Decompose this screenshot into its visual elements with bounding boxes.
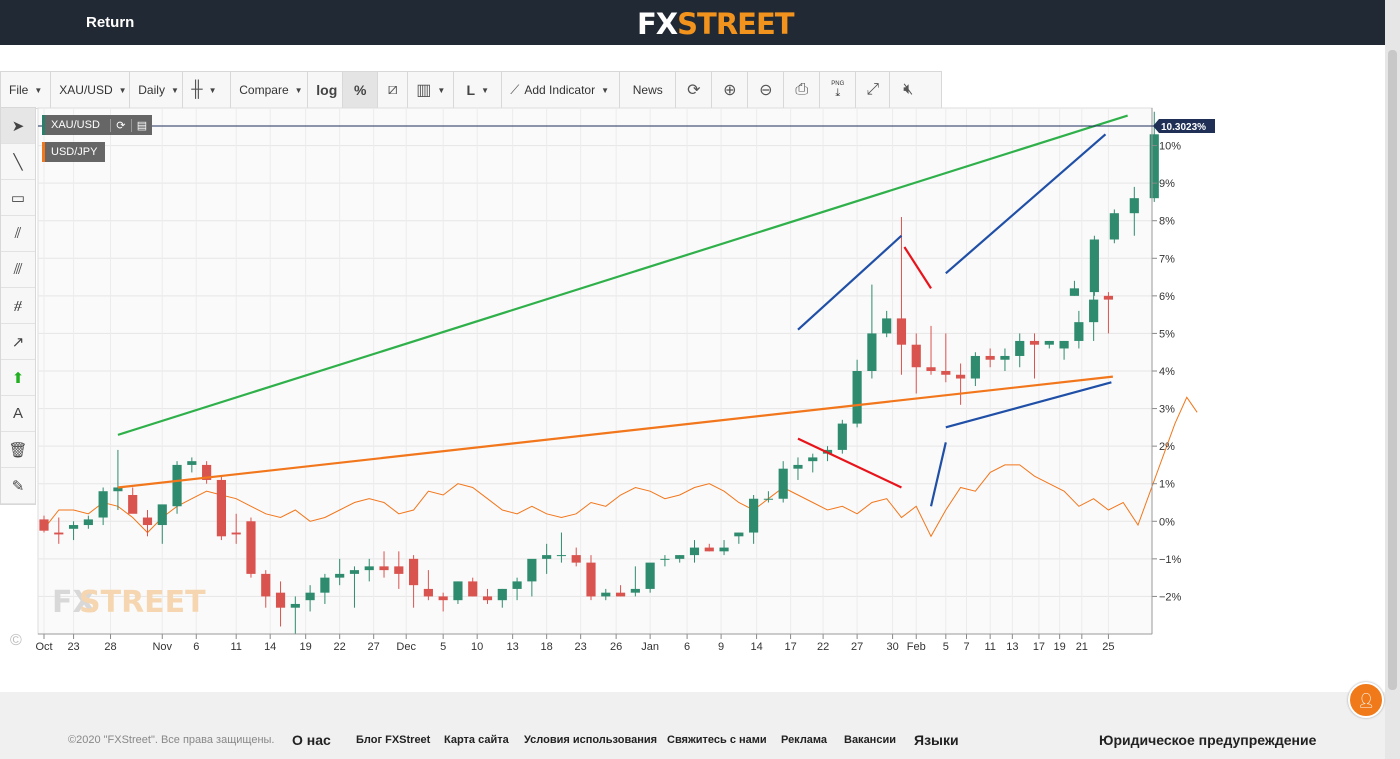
symbol-select[interactable]: XAU/USD ▼: [51, 72, 131, 108]
mute-button[interactable]: 🔇︎: [890, 72, 926, 108]
arrow-line-icon: ↗: [11, 333, 25, 351]
footer-languages[interactable]: Языки: [914, 732, 959, 748]
fxstreet-logo[interactable]: FXSTREET: [637, 7, 795, 41]
percent-scale-button[interactable]: %: [343, 72, 379, 108]
zoom-in-icon: ⊕: [723, 82, 737, 99]
footer-ads[interactable]: Реклама: [781, 734, 828, 746]
png-export-button[interactable]: PNG ⤓: [820, 72, 857, 108]
chart-widget: File ▼ XAU/USD ▼ Daily ▼ ╫ ▼ Compare ▼ log % …: [0, 45, 1385, 692]
chart-type-button[interactable]: ╫ ▼: [183, 72, 232, 108]
refresh-icon: ⟳: [687, 82, 701, 99]
indicator-icon: ⟋: [510, 82, 520, 97]
chevron-down-icon: ▼: [437, 85, 446, 95]
chevron-down-icon: ▼: [481, 85, 489, 95]
chevron-down-icon: ▼: [208, 85, 217, 95]
candlestick-icon: ╫: [191, 81, 203, 98]
refresh-button[interactable]: ⟳: [676, 72, 713, 108]
chevron-down-icon: ▼: [294, 85, 303, 95]
zoom-out-button[interactable]: ⊖: [748, 72, 785, 108]
ruler-icon: ✎: [11, 477, 25, 495]
text-tool[interactable]: A: [1, 396, 35, 432]
rectangle-tool[interactable]: ▭: [1, 180, 35, 216]
chart-toolbar: File ▼ XAU/USD ▼ Daily ▼ ╫ ▼ Compare ▼ log % …: [0, 71, 942, 109]
line-icon: ╲: [13, 153, 23, 171]
print-button[interactable]: ⎙: [784, 72, 821, 108]
fibonacci-tool[interactable]: ⧣: [1, 288, 35, 324]
page-scrollbar[interactable]: [1385, 0, 1400, 759]
page-footer: ©2020 "FXStreet". Все права защищены. О …: [0, 692, 1385, 759]
footer-contact[interactable]: Свяжитесь с нами: [667, 734, 767, 746]
fullscreen-button[interactable]: ⤢: [856, 72, 891, 108]
channel-icon: ⫻: [13, 261, 23, 278]
download-icon: ⤓: [835, 86, 841, 99]
add-indicator-menu[interactable]: ⟋ Add Indicator ▼: [502, 72, 621, 108]
footer-sitemap[interactable]: Карта сайта: [444, 734, 509, 746]
delete-tool[interactable]: 🗑︎: [1, 432, 35, 468]
trash-icon: 🗑︎: [8, 441, 28, 459]
zoom-out-icon: ⊖: [759, 82, 773, 99]
fibonacci-icon: ⧣: [13, 297, 23, 314]
settings-icon[interactable]: ▤: [130, 118, 152, 132]
refresh-icon[interactable]: ⟳: [109, 118, 131, 132]
line-tool[interactable]: ╲: [1, 144, 35, 180]
chat-user-icon: 👤︎: [1357, 691, 1375, 708]
log-scale-button[interactable]: log: [308, 72, 344, 108]
footer-blog[interactable]: Блог FXStreet: [356, 734, 431, 746]
pitchfork-tool[interactable]: ⫽: [1, 216, 35, 252]
chat-button[interactable]: 👤︎: [1348, 682, 1384, 718]
text-icon: A: [12, 405, 23, 422]
footer-jobs[interactable]: Вакансии: [844, 734, 896, 746]
drawing-tools-button[interactable]: ⧄: [378, 72, 409, 108]
expand-icon: ⤢: [866, 81, 880, 98]
drawing-toolbar: ➤ ╲ ▭ ⫽ ⫻ ⧣ ↗ ⬆ A 🗑︎ ✎: [0, 107, 36, 505]
line-type-button[interactable]: L ▼: [454, 72, 503, 108]
chart-draw-icon: ⧄: [387, 81, 398, 98]
volume-bars-icon: ▥: [416, 82, 432, 99]
chevron-down-icon: ▼: [170, 85, 179, 95]
printer-icon: ⎙: [795, 81, 809, 98]
legend-primary[interactable]: XAU/USD ⟳ ▤: [42, 115, 152, 135]
channel-tool[interactable]: ⫻: [1, 252, 35, 288]
measure-tool[interactable]: ✎: [1, 468, 35, 504]
cursor-tool[interactable]: ➤: [1, 108, 35, 144]
chevron-down-icon: ▼: [118, 85, 127, 95]
zoom-in-button[interactable]: ⊕: [712, 72, 749, 108]
green-arrow-icon: ⬆: [11, 369, 25, 387]
cursor-icon: ➤: [11, 117, 25, 135]
chevron-down-icon: ▼: [34, 85, 43, 95]
arrow-marker-tool[interactable]: ⬆: [1, 360, 35, 396]
scrollbar-thumb[interactable]: [1388, 50, 1397, 690]
footer-terms[interactable]: Условия использования: [524, 734, 658, 746]
period-select[interactable]: Daily ▼: [130, 72, 184, 108]
pitchfork-icon: ⫽: [14, 225, 22, 242]
rectangle-icon: ▭: [10, 189, 26, 207]
footer-copyright: ©2020 "FXStreet". Все права защищены.: [68, 734, 275, 746]
volume-button[interactable]: ▥ ▼: [408, 72, 455, 108]
footer-about[interactable]: О нас: [292, 732, 331, 748]
footer-legal[interactable]: Юридическое предупреждение: [1099, 732, 1317, 748]
top-header: Return FXSTREET: [0, 0, 1385, 45]
news-button[interactable]: News: [620, 72, 677, 108]
file-menu[interactable]: File ▼: [1, 72, 52, 108]
arrow-line-tool[interactable]: ↗: [1, 324, 35, 360]
copyright-icon: ©: [10, 632, 22, 649]
return-link[interactable]: Return: [86, 14, 135, 31]
compare-menu[interactable]: Compare ▼: [231, 72, 309, 108]
legend-secondary[interactable]: USD/JPY: [42, 142, 106, 162]
mute-icon: 🔇︎: [903, 81, 914, 98]
chevron-down-icon: ▼: [601, 85, 610, 95]
